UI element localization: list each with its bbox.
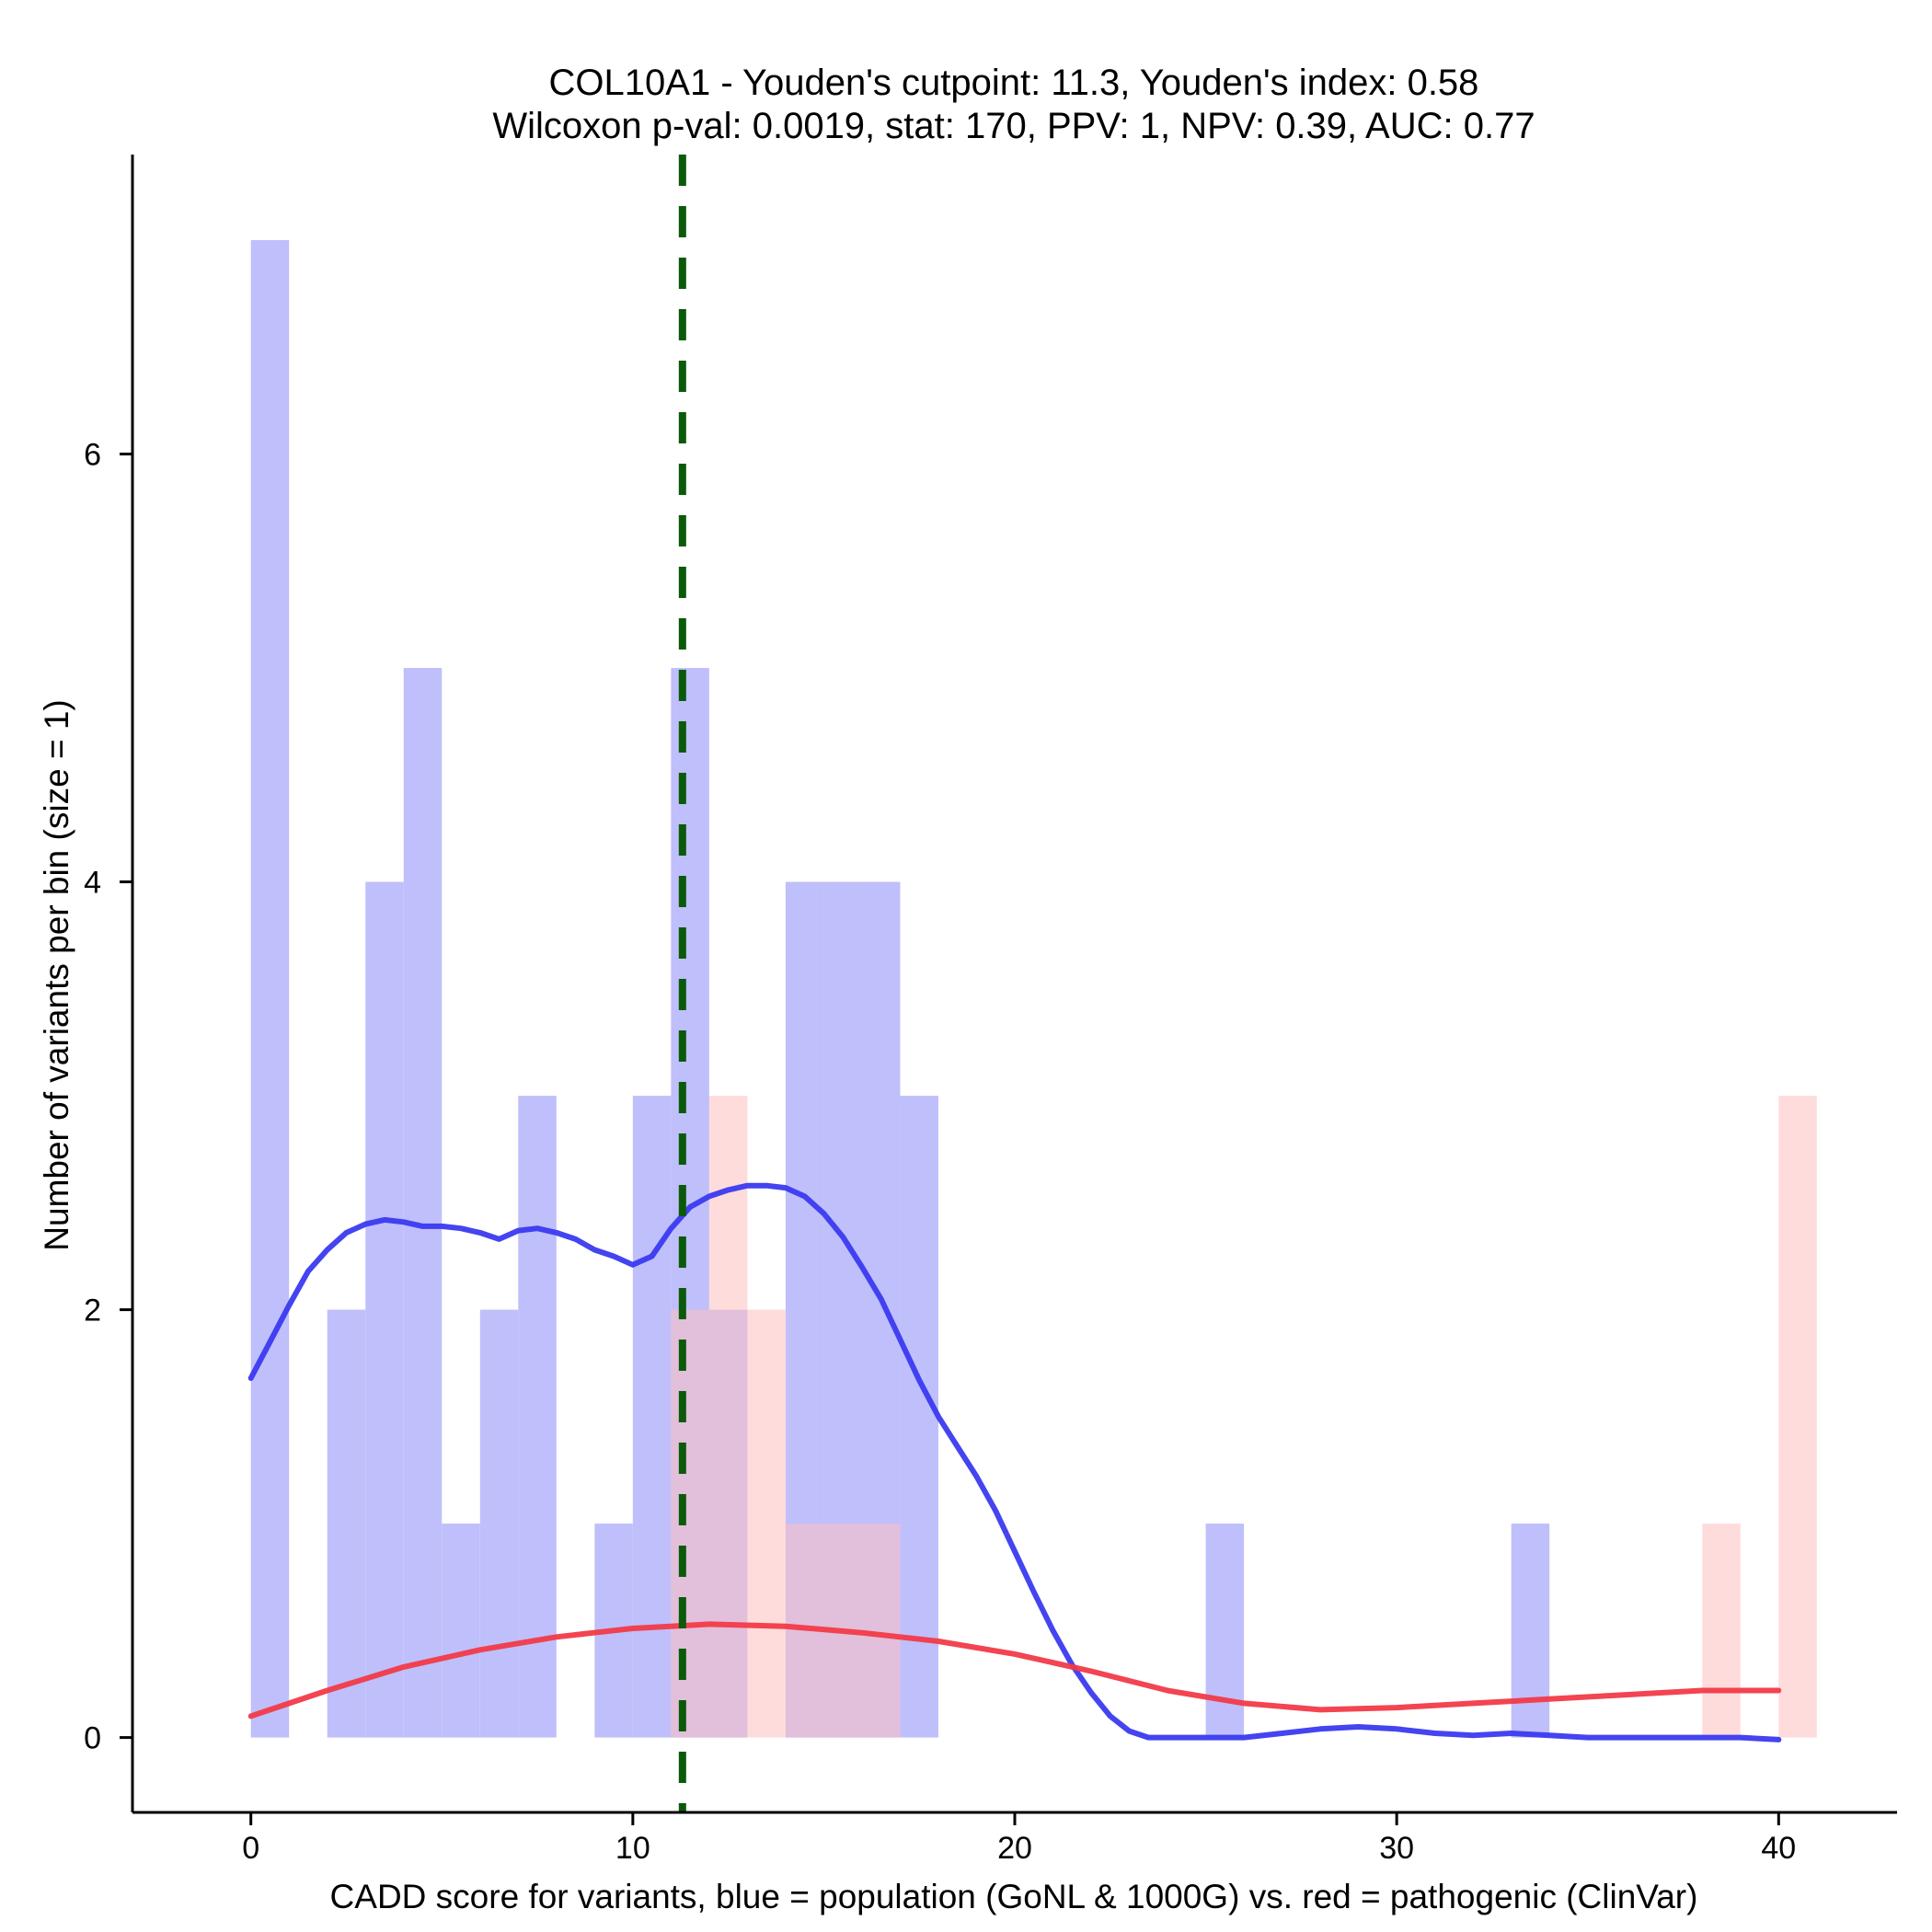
x-tick-label-10: 10 [615,1831,650,1866]
y-axis-title: Number of variants per bin (size = 1) [38,699,75,1250]
pathogenic-bar-38 [1702,1524,1741,1738]
pathogenic-bar-16 [861,1524,901,1738]
chart-title: COL10A1 - Youden's cutpoint: 11.3, Youde… [549,63,1479,103]
population-bar-3 [365,881,404,1738]
x-tick-label-20: 20 [997,1831,1032,1866]
population-bar-6 [479,1309,519,1738]
population-bar-10 [632,1096,672,1738]
population-bar-7 [518,1096,557,1738]
population-bar-0 [250,240,290,1738]
population-bar-4 [403,668,443,1738]
x-tick-label-40: 40 [1761,1831,1796,1866]
population-bar-33 [1511,1524,1550,1738]
y-tick-label-6: 6 [84,438,101,473]
histogram-bars [250,240,1817,1738]
y-axis-ticks: 0 2 4 6 [84,438,132,1756]
pathogenic-bar-12 [708,1096,748,1738]
pathogenic-density-line [247,1621,1782,1719]
y-tick-label-0: 0 [84,1721,101,1756]
pathogenic-bar-13 [747,1309,786,1738]
chart-subtitle: Wilcoxon p-val: 0.0019, stat: 170, PPV: … [492,106,1535,146]
x-axis-ticks: 0 10 20 30 40 [242,1812,1796,1866]
population-bar-17 [900,1096,938,1738]
x-tick-label-30: 30 [1379,1831,1414,1866]
population-bar-5 [442,1524,480,1738]
population-density-line [247,1182,1782,1742]
pathogenic-bar-40 [1778,1096,1817,1738]
population-bar-2 [327,1309,366,1738]
population-bar-25 [1205,1524,1245,1738]
y-tick-label-2: 2 [84,1294,101,1328]
density-curves [247,1182,1782,1742]
y-tick-label-4: 4 [84,866,101,901]
pathogenic-bar-11 [671,1309,709,1738]
x-axis-title: CADD score for variants, blue = populati… [330,1878,1698,1915]
x-tick-label-0: 0 [242,1831,259,1866]
